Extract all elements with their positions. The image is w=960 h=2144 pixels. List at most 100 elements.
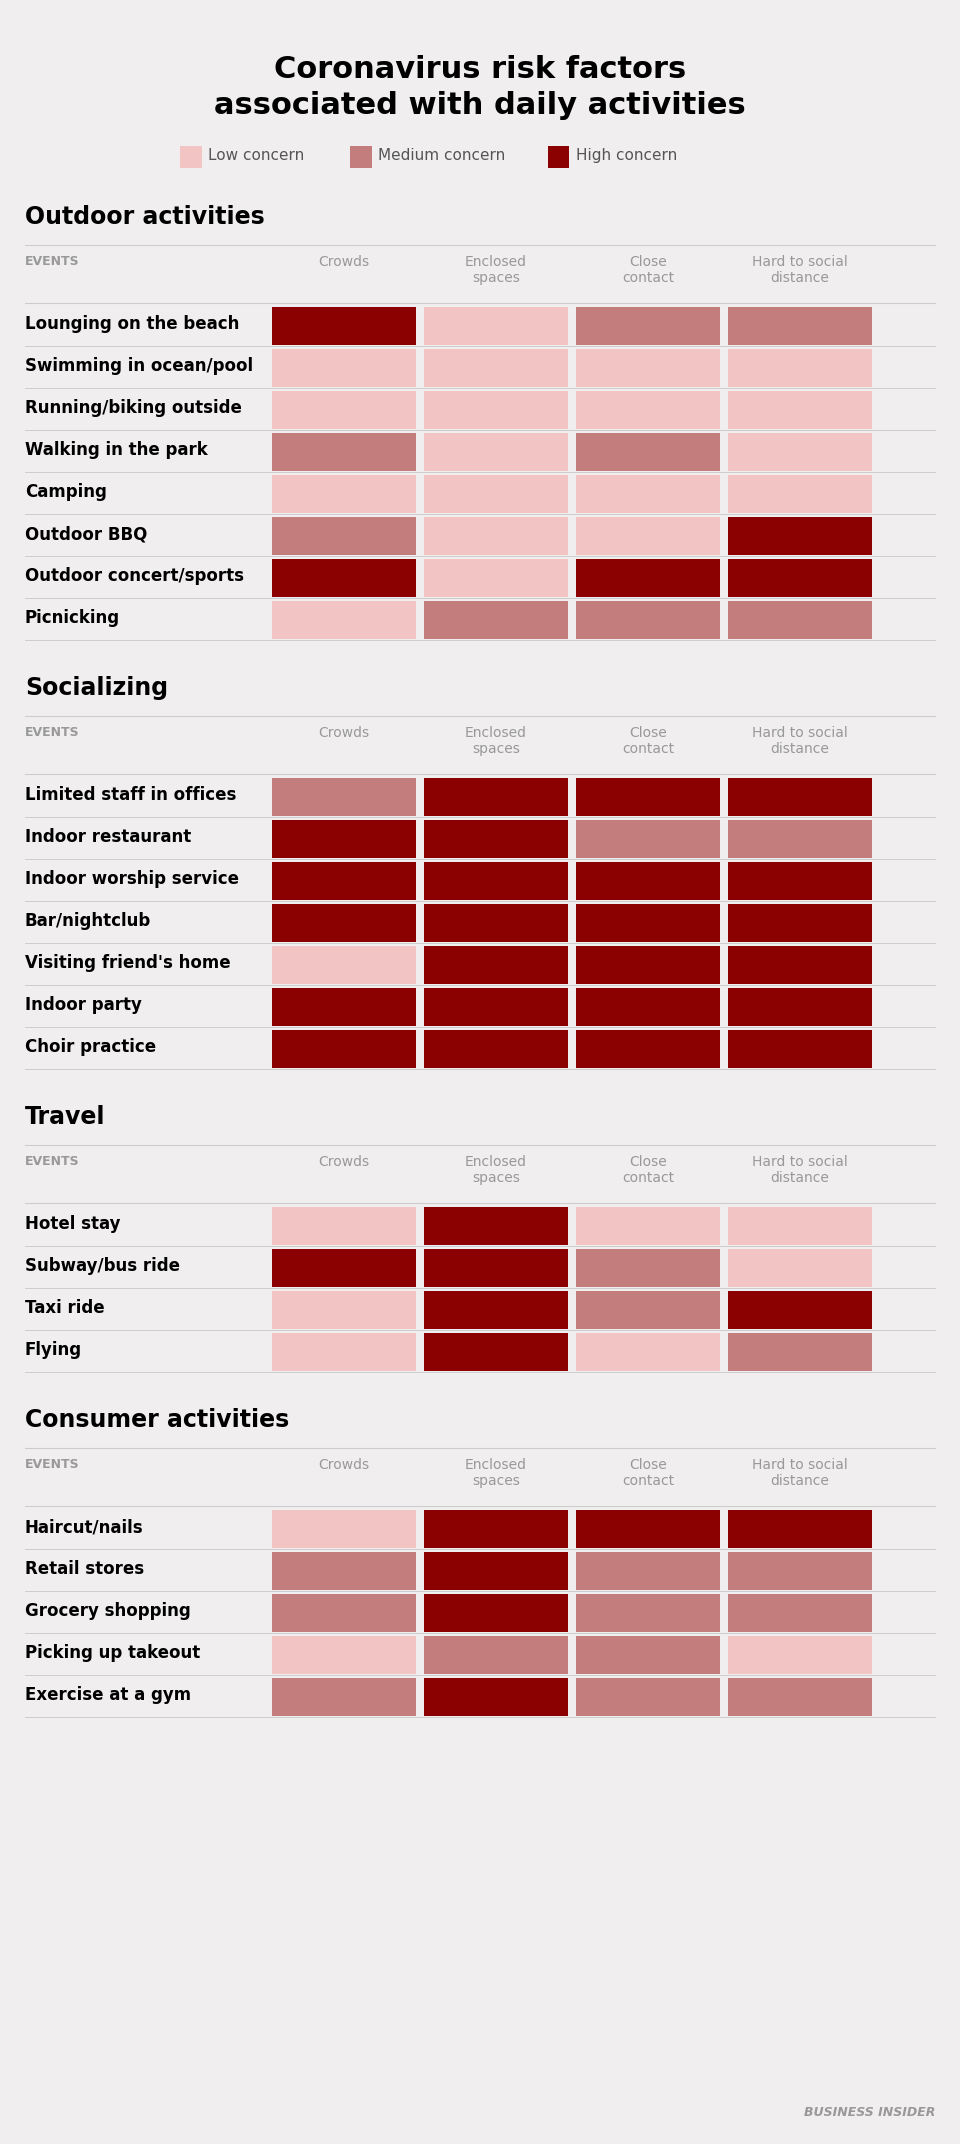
FancyBboxPatch shape xyxy=(576,1291,720,1329)
FancyBboxPatch shape xyxy=(272,1207,416,1246)
FancyBboxPatch shape xyxy=(728,1552,872,1591)
FancyBboxPatch shape xyxy=(728,1207,872,1246)
FancyBboxPatch shape xyxy=(272,433,416,472)
Text: EVENTS: EVENTS xyxy=(25,1458,80,1471)
FancyBboxPatch shape xyxy=(728,1593,872,1632)
FancyBboxPatch shape xyxy=(180,146,202,167)
Text: Crowds: Crowds xyxy=(319,255,370,268)
FancyBboxPatch shape xyxy=(576,988,720,1027)
FancyBboxPatch shape xyxy=(728,433,872,472)
FancyBboxPatch shape xyxy=(424,946,568,984)
FancyBboxPatch shape xyxy=(576,1250,720,1286)
FancyBboxPatch shape xyxy=(576,1029,720,1068)
FancyBboxPatch shape xyxy=(728,1679,872,1715)
Text: Hard to social
distance: Hard to social distance xyxy=(752,1458,848,1488)
FancyBboxPatch shape xyxy=(424,778,568,817)
Text: Close
contact: Close contact xyxy=(622,1458,674,1488)
FancyBboxPatch shape xyxy=(272,307,416,345)
FancyBboxPatch shape xyxy=(424,1291,568,1329)
Text: Flying: Flying xyxy=(25,1340,83,1359)
FancyBboxPatch shape xyxy=(272,1552,416,1591)
FancyBboxPatch shape xyxy=(576,862,720,900)
FancyBboxPatch shape xyxy=(576,1509,720,1548)
FancyBboxPatch shape xyxy=(424,1509,568,1548)
Text: High concern: High concern xyxy=(575,148,677,163)
FancyBboxPatch shape xyxy=(424,517,568,555)
FancyBboxPatch shape xyxy=(728,1250,872,1286)
FancyBboxPatch shape xyxy=(272,778,416,817)
FancyBboxPatch shape xyxy=(576,349,720,388)
FancyBboxPatch shape xyxy=(728,778,872,817)
Text: Haircut/nails: Haircut/nails xyxy=(25,1518,144,1535)
FancyBboxPatch shape xyxy=(424,600,568,639)
FancyBboxPatch shape xyxy=(424,819,568,858)
Text: Hard to social
distance: Hard to social distance xyxy=(752,727,848,757)
FancyBboxPatch shape xyxy=(424,1636,568,1674)
Text: BUSINESS INSIDER: BUSINESS INSIDER xyxy=(804,2105,935,2118)
FancyBboxPatch shape xyxy=(424,1593,568,1632)
Text: Outdoor BBQ: Outdoor BBQ xyxy=(25,525,148,542)
FancyBboxPatch shape xyxy=(576,946,720,984)
FancyBboxPatch shape xyxy=(576,433,720,472)
Text: Bar/nightclub: Bar/nightclub xyxy=(25,911,152,930)
FancyBboxPatch shape xyxy=(272,1029,416,1068)
FancyBboxPatch shape xyxy=(424,390,568,429)
FancyBboxPatch shape xyxy=(728,946,872,984)
FancyBboxPatch shape xyxy=(424,905,568,941)
Text: Close
contact: Close contact xyxy=(622,255,674,285)
Text: Retail stores: Retail stores xyxy=(25,1561,144,1578)
Text: Choir practice: Choir practice xyxy=(25,1038,156,1057)
FancyBboxPatch shape xyxy=(424,560,568,596)
FancyBboxPatch shape xyxy=(576,1636,720,1674)
FancyBboxPatch shape xyxy=(424,433,568,472)
FancyBboxPatch shape xyxy=(728,1334,872,1370)
Text: Swimming in ocean/pool: Swimming in ocean/pool xyxy=(25,358,253,375)
Text: Socializing: Socializing xyxy=(25,675,168,699)
FancyBboxPatch shape xyxy=(424,307,568,345)
FancyBboxPatch shape xyxy=(728,988,872,1027)
FancyBboxPatch shape xyxy=(272,560,416,596)
FancyBboxPatch shape xyxy=(576,517,720,555)
Text: Consumer activities: Consumer activities xyxy=(25,1409,289,1432)
FancyBboxPatch shape xyxy=(424,1029,568,1068)
FancyBboxPatch shape xyxy=(272,819,416,858)
Text: Travel: Travel xyxy=(25,1104,106,1130)
FancyBboxPatch shape xyxy=(576,1593,720,1632)
Text: Camping: Camping xyxy=(25,482,107,502)
FancyBboxPatch shape xyxy=(728,1509,872,1548)
FancyBboxPatch shape xyxy=(576,560,720,596)
Text: Subway/bus ride: Subway/bus ride xyxy=(25,1256,180,1276)
FancyBboxPatch shape xyxy=(424,1552,568,1591)
FancyBboxPatch shape xyxy=(272,1250,416,1286)
FancyBboxPatch shape xyxy=(272,946,416,984)
FancyBboxPatch shape xyxy=(576,1207,720,1246)
Text: EVENTS: EVENTS xyxy=(25,255,80,268)
Text: Crowds: Crowds xyxy=(319,1156,370,1168)
Text: Close
contact: Close contact xyxy=(622,727,674,757)
FancyBboxPatch shape xyxy=(272,1679,416,1715)
Text: EVENTS: EVENTS xyxy=(25,1156,80,1168)
Text: Grocery shopping: Grocery shopping xyxy=(25,1602,191,1621)
FancyBboxPatch shape xyxy=(728,600,872,639)
FancyBboxPatch shape xyxy=(728,862,872,900)
FancyBboxPatch shape xyxy=(576,778,720,817)
FancyBboxPatch shape xyxy=(576,1334,720,1370)
Text: Crowds: Crowds xyxy=(319,1458,370,1473)
FancyBboxPatch shape xyxy=(424,1679,568,1715)
Text: Taxi ride: Taxi ride xyxy=(25,1299,105,1316)
Text: Enclosed
spaces: Enclosed spaces xyxy=(465,727,527,757)
FancyBboxPatch shape xyxy=(272,862,416,900)
FancyBboxPatch shape xyxy=(576,390,720,429)
FancyBboxPatch shape xyxy=(272,517,416,555)
Text: Indoor worship service: Indoor worship service xyxy=(25,870,239,888)
FancyBboxPatch shape xyxy=(272,905,416,941)
FancyBboxPatch shape xyxy=(424,988,568,1027)
FancyBboxPatch shape xyxy=(424,1207,568,1246)
Text: Hotel stay: Hotel stay xyxy=(25,1216,121,1233)
FancyBboxPatch shape xyxy=(576,1552,720,1591)
FancyBboxPatch shape xyxy=(576,905,720,941)
FancyBboxPatch shape xyxy=(272,1291,416,1329)
FancyBboxPatch shape xyxy=(728,1636,872,1674)
FancyBboxPatch shape xyxy=(728,349,872,388)
FancyBboxPatch shape xyxy=(728,1029,872,1068)
